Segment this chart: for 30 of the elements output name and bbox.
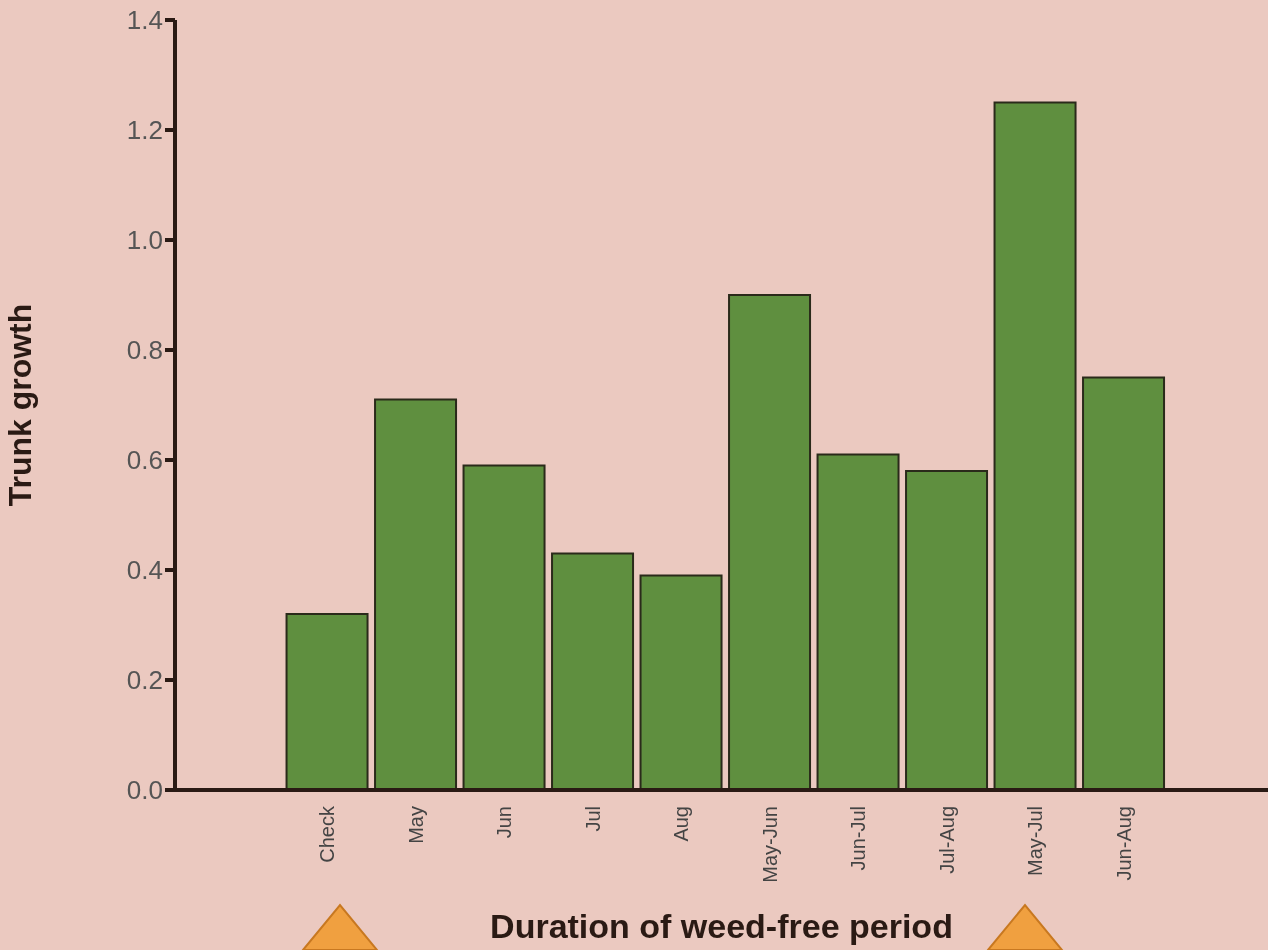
x-tick-label: Jul-Aug (935, 806, 958, 874)
y-axis-title: Trunk growth (2, 303, 39, 507)
y-tick-label: 1.0 (126, 225, 163, 256)
bar (816, 453, 900, 790)
x-tick-label: Aug (670, 806, 693, 842)
y-tick-label: 1.2 (126, 115, 163, 146)
bar (728, 294, 812, 790)
bar (905, 470, 989, 790)
x-tick-label: Jun-Jul (847, 806, 870, 871)
bar (374, 398, 458, 790)
x-tick-label: May (404, 806, 427, 844)
x-tick-label: May-Jun (758, 806, 781, 883)
bar (993, 101, 1077, 790)
y-tick-label: 0.8 (126, 335, 163, 366)
y-tick-label: 0.4 (126, 555, 163, 586)
x-tick-label: May-Jul (1024, 806, 1047, 877)
y-tick-label: 0.0 (126, 775, 163, 806)
x-tick-label: Jul (581, 806, 604, 832)
bar (462, 464, 546, 790)
bar (551, 552, 635, 790)
bar (639, 574, 723, 790)
x-tick-label: Check (316, 805, 339, 863)
y-tick-label: 0.6 (126, 445, 163, 476)
x-tick-label: Jun-Aug (1112, 806, 1135, 881)
y-tick-label: 1.4 (126, 5, 163, 36)
y-tick-label: 0.2 (126, 665, 163, 696)
bar (1082, 376, 1166, 790)
x-axis-title: Duration of weed-free period (490, 907, 953, 945)
x-tick-label: Jun (493, 806, 516, 839)
bar (285, 613, 369, 790)
